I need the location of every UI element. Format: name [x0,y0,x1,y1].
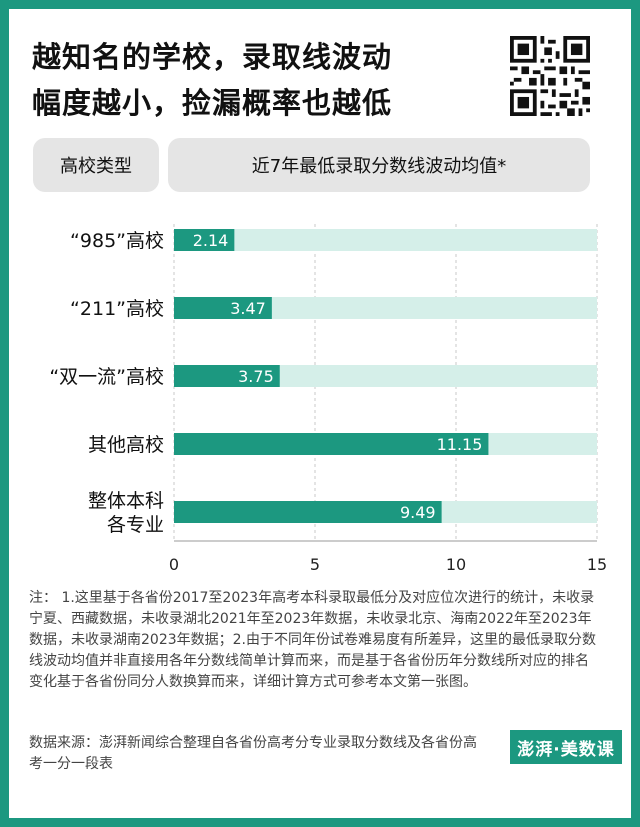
x-tick-label-3: 15 [587,555,607,574]
x-tick-label-1: 5 [310,555,320,574]
category-label-0: “985”高校 [70,230,164,252]
category-header: 高校类型 [33,138,159,192]
bar-track-1 [174,297,597,319]
category-label-3: 其他高校 [88,434,164,456]
bar-0 [174,229,235,251]
bar-value-label-3: 11.15 [437,435,483,454]
footnote: 注： 1.这里基于各省份2017至2023年高考本科录取最低分及对应位次进行的统… [29,590,596,690]
data-source: 数据来源：澎湃新闻综合整理自各省份高考分专业录取分数线及各省份高考一分一段表 [29,735,477,772]
x-tick-label-0: 0 [169,555,179,574]
bar-value-label-2: 3.75 [238,367,274,386]
bar-1 [174,297,272,319]
category-label-4-line-0: 整体本科 [88,490,164,512]
bar-3 [174,433,489,455]
bar-4 [174,501,442,523]
qr-code-icon [510,36,590,116]
category-label-4-line-1: 各专业 [107,514,164,536]
metric-header: 近7年最低录取分数线波动均值* [168,138,590,192]
brand-logo: 澎湃·美数课 [510,730,622,764]
title-line-2: 幅度越小，捡漏概率也越低 [32,86,393,120]
x-tick-label-2: 10 [446,555,466,574]
title-line-1: 越知名的学校，录取线波动 [32,40,393,74]
bar-2 [174,365,280,387]
bar-value-label-1: 3.47 [230,299,266,318]
bar-value-label-4: 9.49 [400,503,436,522]
bar-track-0 [174,229,597,251]
page-title: 越知名的学校，录取线波动 幅度越小，捡漏概率也越低 [32,34,502,126]
bar-chart: 2.14 “985”高校 3.47 “211”高校 3.75 “双一流”高校 11.15 其他… [49,224,607,574]
bar-value-label-0: 2.14 [193,231,229,250]
category-label-1: “211”高校 [70,298,164,320]
category-label-2: “双一流”高校 [49,366,164,388]
